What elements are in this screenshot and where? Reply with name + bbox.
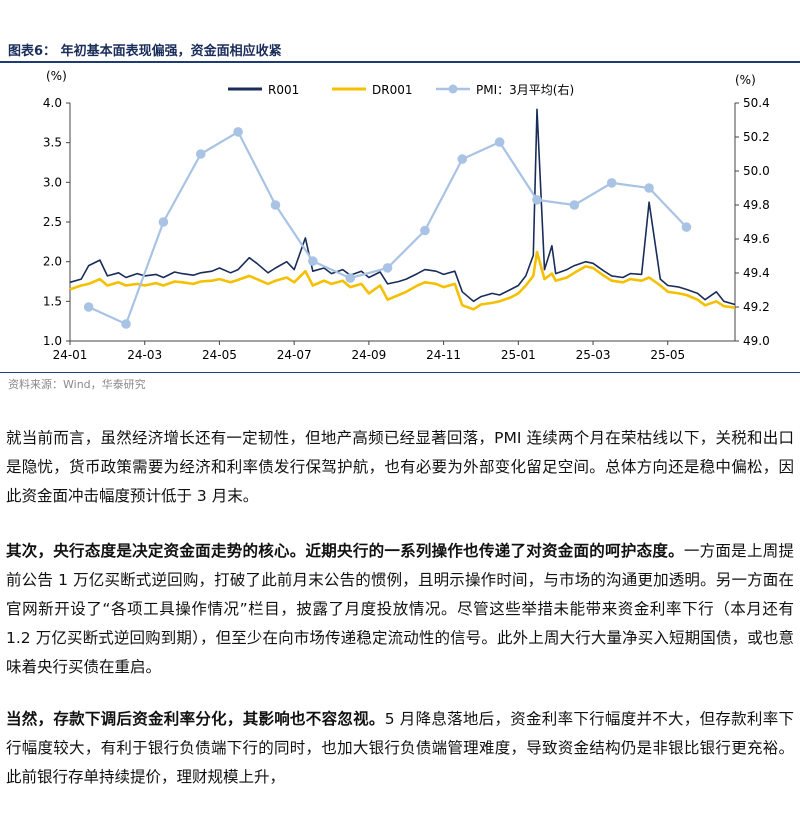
right-tick-label: 50.4 [743,96,770,110]
pmi-point [382,263,393,273]
figure-bottom-rule [0,372,800,373]
legend-pmi-marker [448,84,458,94]
right-axis-unit: (%) [735,73,756,87]
pmi-point [121,319,131,329]
right-tick-label: 49.0 [743,334,770,348]
left-tick-label: 3.5 [43,136,62,150]
right-tick-label: 50.0 [743,164,770,178]
pmi-point [644,183,654,193]
pmi-point [681,222,692,232]
paragraph-3-text: 5 月降息落地后，资金利率下行幅度并不大，但存款利率下行幅度较大，有利于银行负债… [6,710,794,786]
left-axis-ticks: 4.0 3.5 3.0 2.5 2.0 1.5 1.0 [43,96,70,348]
x-tick-label: 24-07 [277,348,312,362]
legend-pmi-label: PMI：3月平均(右) [476,82,574,97]
pmi-point [270,200,281,210]
title-rule [0,61,800,63]
pmi-line [88,130,688,326]
pmi-point [569,200,580,210]
source-note: 资料来源：Wind，华泰研究 [8,378,146,391]
pmi-point [195,149,206,159]
paragraph-1-text: 就当前而言，虽然经济增长还有一定韧性，但地产高频已经显著回落，PMI 连续两个月… [6,429,794,505]
paragraph-2-lead: 其次，央行态度是决定资金面走势的核心。近期央行的一系列操作也传递了对资金面的呵护… [6,542,684,560]
right-tick-label: 49.4 [743,266,770,280]
left-tick-label: 2.0 [43,255,62,269]
legend-r001-label: R001 [268,83,299,97]
legend: R001 DR001 PMI：3月平均(右) [228,82,574,97]
paragraph-1: 就当前而言，虽然经济增长还有一定韧性，但地产高频已经显著回落，PMI 连续两个月… [6,424,794,511]
right-tick-label: 49.6 [743,232,770,246]
chart: R001 DR001 PMI：3月平均(右) (%) (%) 4.0 3.5 3.0… [43,69,770,362]
x-tick-label: 24-11 [426,348,461,362]
left-tick-label: 1.0 [43,334,62,348]
left-tick-label: 2.5 [43,215,62,229]
pmi-point [345,273,355,283]
pmi-point [532,195,542,205]
paragraph-2: 其次，央行态度是决定资金面走势的核心。近期央行的一系列操作也传递了对资金面的呵护… [6,537,794,682]
right-axis-ticks: 50.4 50.2 50.0 49.8 49.6 49.4 49.2 49.0 [735,96,770,348]
series-layer [69,108,736,329]
paragraph-2-text: 一方面是上周提前公告 1 万亿买断式逆回购，打破了此前月末公告的惯例，且明示操作… [6,542,794,676]
right-tick-label: 49.8 [743,198,770,212]
paragraph-3-lead: 当然，存款下调后资金利率分化，其影响也不容忽视。 [6,710,385,728]
left-tick-label: 1.5 [43,294,62,308]
pmi-point [606,178,617,188]
left-tick-label: 3.0 [43,175,62,189]
x-tick-label: 24-09 [351,348,386,362]
legend-dr001-label: DR001 [372,83,412,97]
r001-line [69,108,736,306]
pmi-point [494,137,505,147]
dr001-line [69,250,736,311]
right-tick-label: 49.2 [743,300,770,314]
x-tick-label: 24-01 [53,348,88,362]
pmi-point [308,256,318,266]
left-tick-label: 4.0 [43,96,62,110]
x-tick-label: 25-01 [501,348,536,362]
x-tick-label: 25-03 [576,348,611,362]
pmi-point [420,225,430,236]
paragraph-3: 当然，存款下调后资金利率分化，其影响也不容忽视。5 月降息落地后，资金利率下行幅… [6,705,794,792]
pmi-point [233,127,243,137]
x-axis-ticks: 24-01 24-03 24-05 24-07 24-09 24-11 25-01 25-03… [53,341,685,362]
left-axis-unit: (%) [46,69,67,83]
right-tick-label: 50.2 [743,130,770,144]
x-tick-label: 24-03 [127,348,162,362]
pmi-point [83,302,94,312]
pmi-point [158,217,169,227]
figure-title: 图表6： 年初基本面表现偏强，资金面相应收紧 [8,44,282,59]
x-tick-label: 24-05 [202,348,237,362]
pmi-point [457,154,468,164]
x-tick-label: 25-05 [650,348,685,362]
